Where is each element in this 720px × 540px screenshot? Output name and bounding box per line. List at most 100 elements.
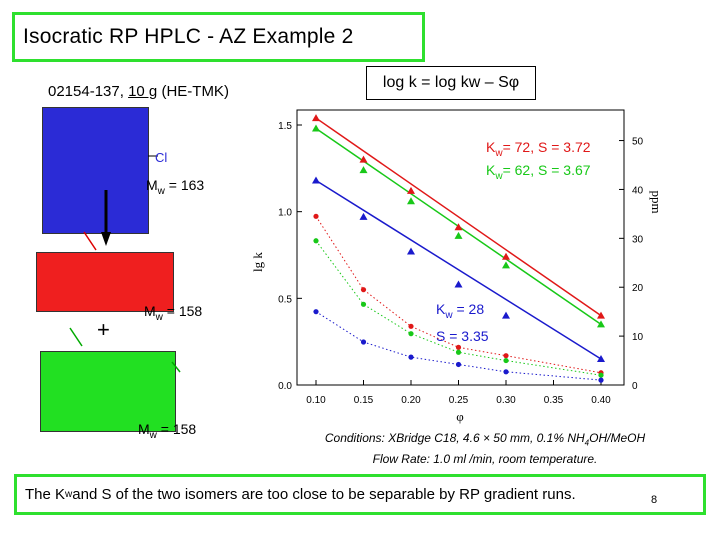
data-point bbox=[454, 223, 463, 231]
footer-part1: The K bbox=[25, 486, 66, 503]
x-tick-label: 0.35 bbox=[544, 395, 564, 406]
green-mw-label: Mw = 158 bbox=[138, 421, 196, 441]
data-point bbox=[360, 339, 367, 345]
data-point bbox=[502, 261, 510, 269]
x-tick-label: 0.40 bbox=[591, 395, 611, 406]
conditions-line2: Flow Rate: 1.0 ml /min, room temperature… bbox=[372, 452, 598, 467]
sample-label: 02154-137, 10 g (HE-TMK) bbox=[48, 83, 229, 100]
mw-value: = 158 bbox=[162, 303, 203, 319]
data-point bbox=[598, 377, 604, 383]
data-point bbox=[597, 311, 605, 319]
data-point bbox=[455, 349, 462, 355]
red-molecule bbox=[36, 252, 174, 312]
blue-molecule bbox=[42, 107, 149, 234]
fit-s-value: S = 3.35 bbox=[436, 327, 489, 344]
page-number: 8 bbox=[651, 494, 658, 506]
x-tick-label: 0.15 bbox=[354, 395, 374, 406]
axis-ticks: 0.10 0.15 0.20 0.25 0.30 0.35 0.40 0.0 0.5 1.0 1.5… bbox=[278, 121, 643, 406]
data-point bbox=[313, 213, 319, 219]
k-sub: w bbox=[445, 309, 453, 321]
data-point bbox=[502, 311, 510, 319]
data-point bbox=[455, 344, 462, 350]
fit-values: = 72, S = 3.72 bbox=[502, 139, 591, 155]
sample-code: 02154-137, bbox=[48, 83, 129, 100]
equation-text: log k = log kw – Sφ bbox=[382, 74, 520, 91]
data-point bbox=[454, 231, 463, 239]
mw-prefix: M bbox=[146, 177, 158, 193]
sample-reagent: (HE-TMK) bbox=[157, 83, 229, 100]
data-point bbox=[313, 309, 319, 315]
conditions-sub: 4 bbox=[584, 438, 590, 448]
data-point bbox=[408, 331, 414, 337]
y-right-tick-label: 20 bbox=[632, 283, 644, 294]
data-point bbox=[359, 166, 368, 174]
plus-sign: + bbox=[97, 317, 110, 342]
data-point bbox=[408, 323, 414, 329]
data-point bbox=[360, 287, 367, 293]
x-axis-title: φ bbox=[456, 409, 464, 424]
chloro-label: Cl bbox=[155, 150, 168, 165]
y-axis-title-right: ppm bbox=[649, 190, 664, 213]
k-letter: K bbox=[486, 139, 496, 155]
conditions-text: Conditions: XBridge C18, 4.6 × 50 mm, 0.… bbox=[250, 430, 720, 468]
red-fit-annotation: Kw= 72, S = 3.72 bbox=[486, 137, 591, 164]
data-point bbox=[503, 369, 509, 375]
data-point bbox=[360, 301, 367, 307]
k-sub: w bbox=[495, 170, 503, 182]
fit-line bbox=[315, 117, 602, 317]
mw-sub: w bbox=[149, 429, 157, 441]
green-fit-annotation: Kw= 62, S = 3.67 bbox=[486, 160, 591, 187]
x-tick-label: 0.10 bbox=[306, 395, 326, 406]
data-point bbox=[313, 238, 319, 244]
data-point bbox=[359, 155, 368, 163]
data-point bbox=[455, 361, 462, 368]
mw-prefix: M bbox=[138, 421, 150, 437]
x-tick-label: 0.25 bbox=[449, 395, 469, 406]
y-right-tick-label: 10 bbox=[632, 332, 644, 343]
data-point bbox=[597, 355, 605, 362]
slide-title-box: Isocratic RP HPLC - AZ Example 2 bbox=[12, 12, 425, 62]
footer-part2: and S of the two isomers are too close t… bbox=[72, 486, 576, 503]
y-right-tick-label: 40 bbox=[632, 185, 644, 196]
fit-line bbox=[315, 179, 602, 360]
data-point bbox=[407, 186, 415, 194]
k-letter: K bbox=[486, 162, 496, 178]
slide-title: Isocratic RP HPLC - AZ Example 2 bbox=[23, 25, 354, 48]
data-point bbox=[312, 124, 320, 132]
conditions-line1: Conditions: XBridge C18, 4.6 × 50 mm, 0.… bbox=[324, 431, 585, 445]
k-sub: w bbox=[495, 147, 503, 159]
data-point bbox=[407, 247, 415, 255]
dotted-curve bbox=[315, 240, 602, 376]
x-tick-label: 0.20 bbox=[401, 395, 421, 406]
mw-sub: w bbox=[155, 311, 163, 323]
y-right-tick-label: 30 bbox=[632, 234, 644, 245]
mw-value: = 158 bbox=[156, 421, 197, 437]
conditions-line1-end: OH/MeOH bbox=[589, 431, 646, 445]
data-point bbox=[598, 372, 604, 378]
data-point bbox=[597, 320, 605, 328]
y-left-tick-label: 0.0 bbox=[278, 381, 292, 392]
blue-fit-annotation: Kw = 28 S = 3.35 bbox=[436, 299, 489, 346]
data-point bbox=[312, 176, 320, 184]
blue-mw-label: Mw = 163 bbox=[146, 177, 204, 197]
y-right-tick-label: 0 bbox=[632, 381, 638, 392]
mw-sub: w bbox=[157, 185, 165, 197]
red-mw-label: Mw = 158 bbox=[144, 303, 202, 323]
y-left-tick-label: 1.5 bbox=[278, 121, 292, 132]
x-tick-label: 0.30 bbox=[496, 395, 516, 406]
fit-values: = 62, S = 3.67 bbox=[502, 162, 591, 178]
data-point bbox=[312, 114, 320, 122]
data-point bbox=[503, 353, 509, 359]
fit-values: = 28 bbox=[456, 301, 485, 317]
green-molecule bbox=[40, 351, 176, 432]
data-points bbox=[312, 114, 605, 383]
footer-sub: w bbox=[65, 489, 73, 500]
equation-box: log k = log kw – Sφ bbox=[366, 66, 536, 100]
y-axis-title-left: lg k bbox=[250, 252, 265, 272]
y-left-tick-label: 0.5 bbox=[278, 294, 292, 305]
mw-prefix: M bbox=[144, 303, 156, 319]
plot-frame bbox=[296, 109, 625, 386]
